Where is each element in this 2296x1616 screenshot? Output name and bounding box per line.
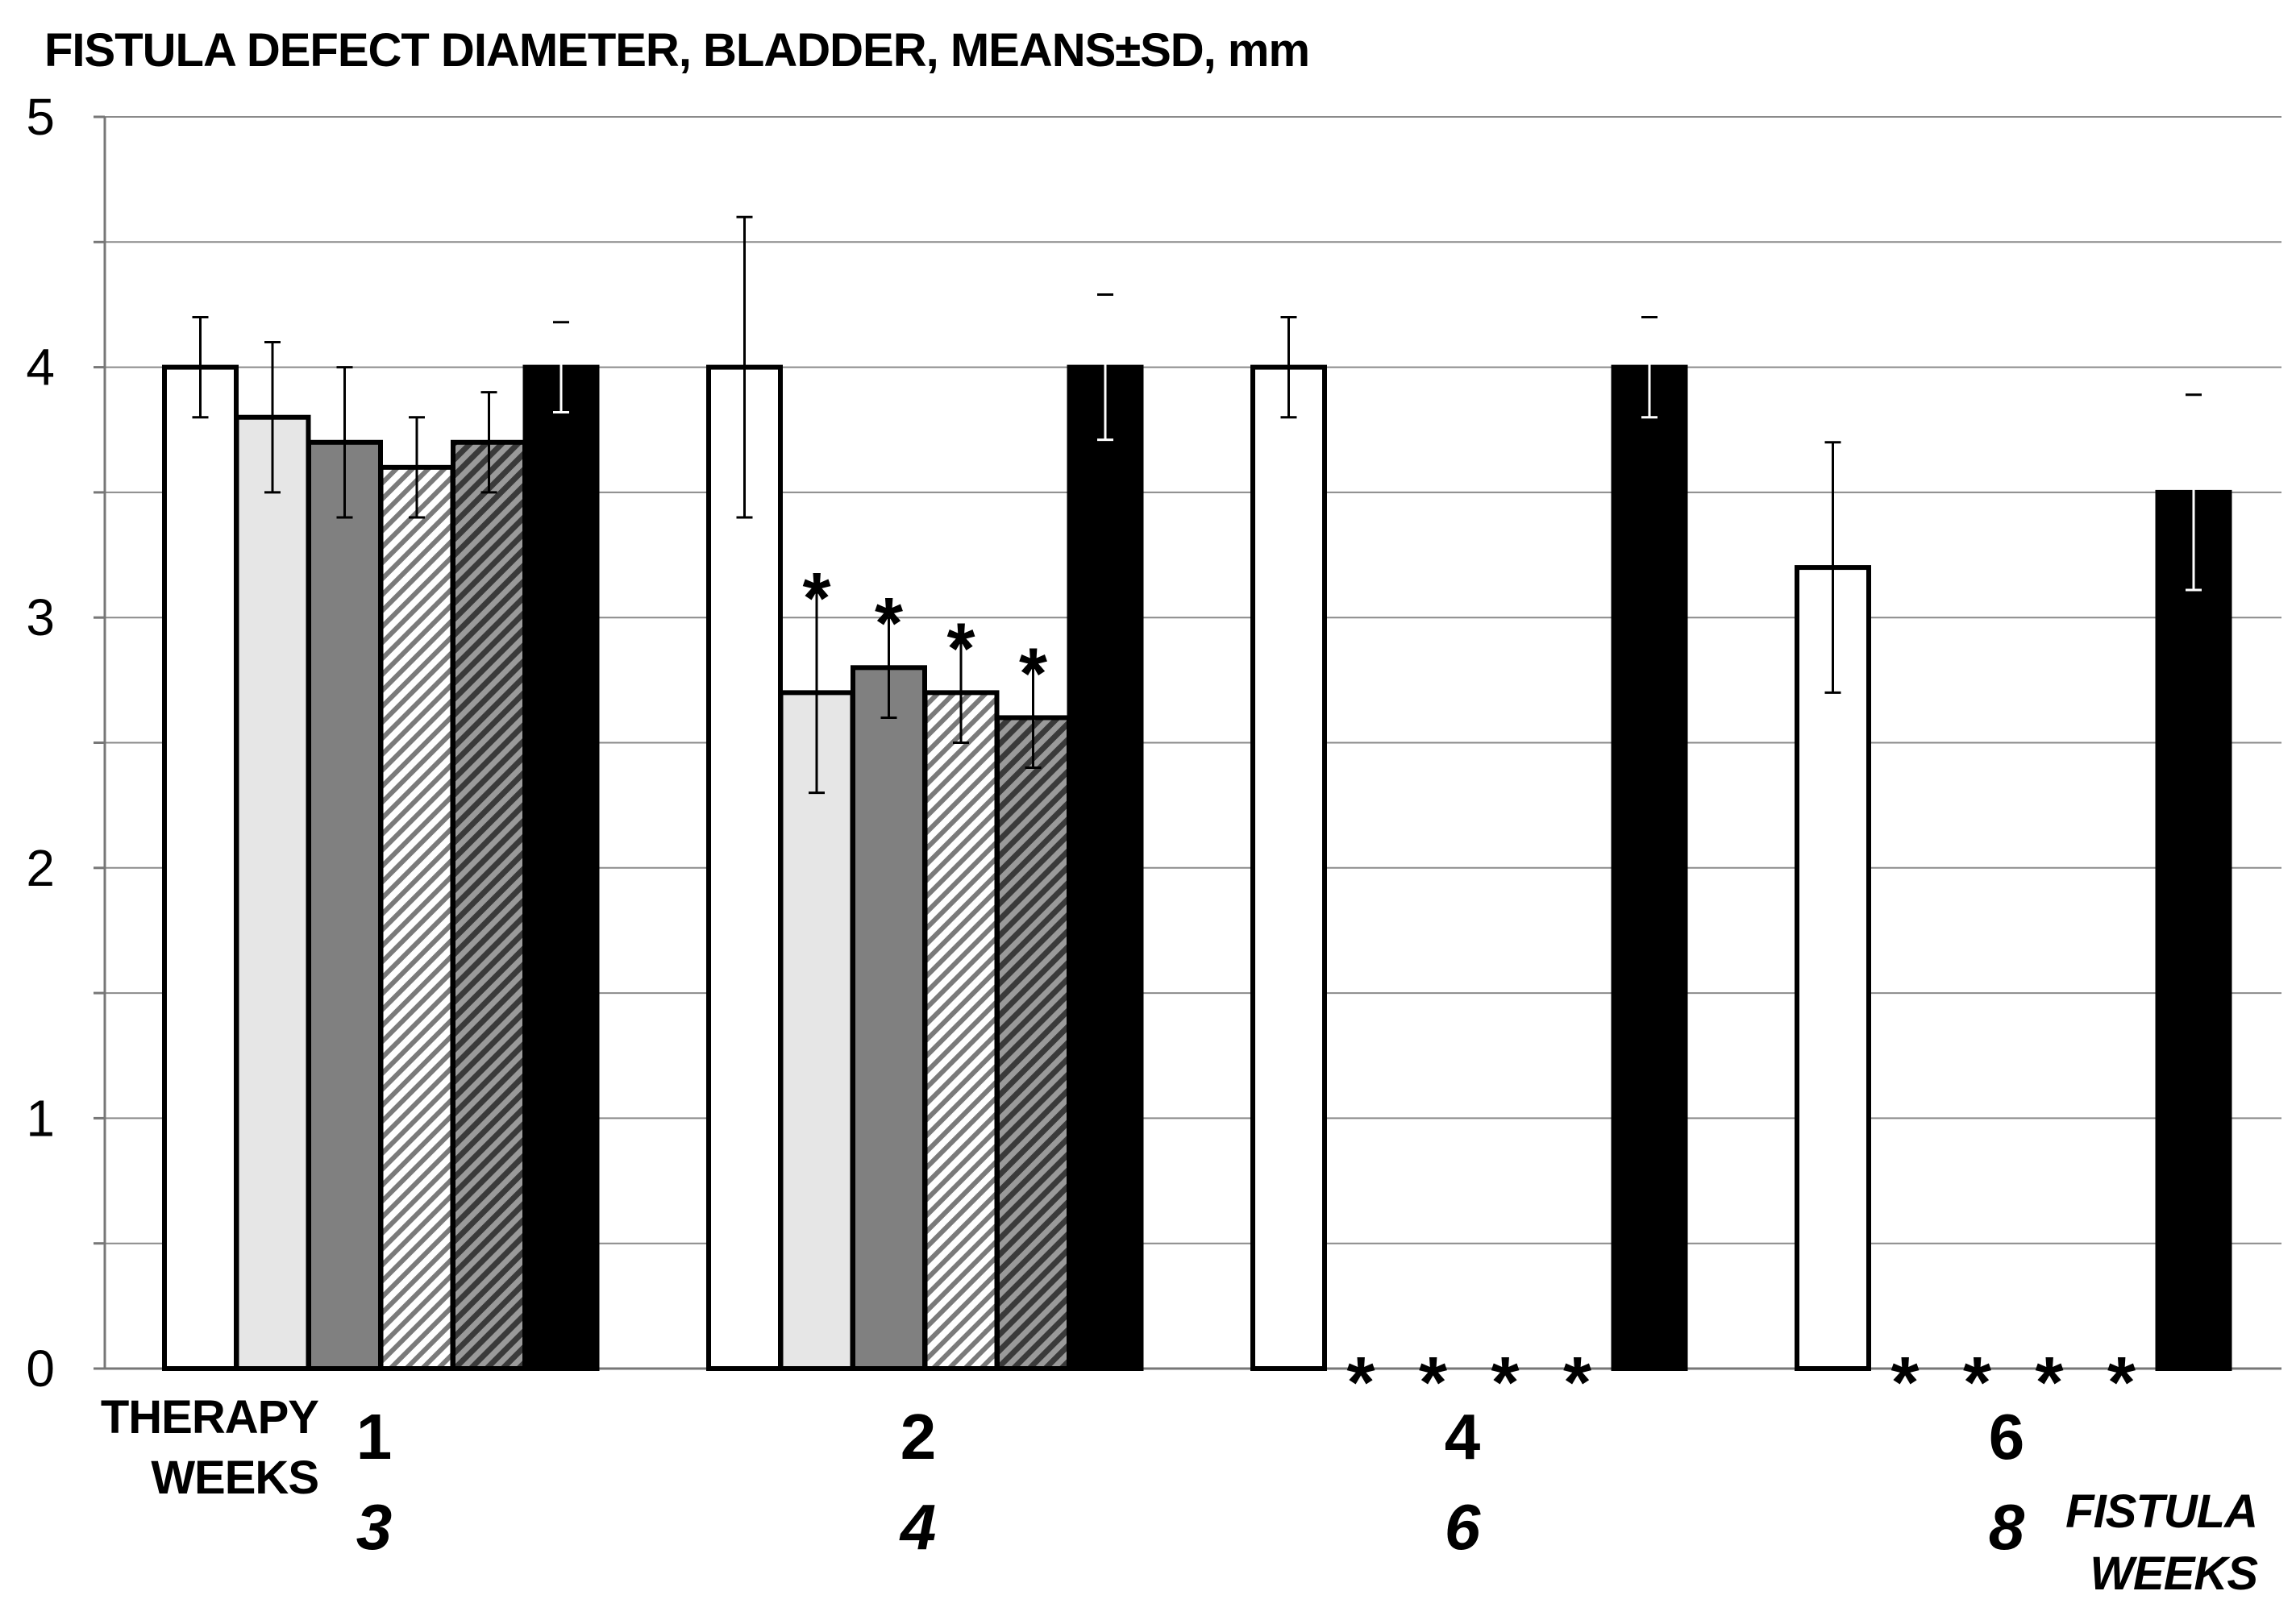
bar	[522, 364, 600, 1372]
bar	[451, 439, 527, 1371]
significance-star: *	[875, 584, 903, 664]
bar	[778, 690, 855, 1371]
therapy-weeks-label: 4	[1445, 1401, 1481, 1473]
significance-star: *	[1963, 1343, 1991, 1423]
bar	[234, 414, 311, 1371]
error-bars	[192, 215, 2202, 795]
fistula-weeks-label: 8	[1989, 1491, 2025, 1563]
bar	[378, 464, 455, 1372]
bar	[706, 364, 783, 1372]
chart-title: FISTULA DEFECT DIAMETER, BLADDER, MEANS±…	[44, 24, 1309, 77]
bar	[851, 665, 927, 1371]
bar	[995, 715, 1071, 1371]
fistula-weeks-label: 3	[356, 1491, 393, 1563]
significance-star: *	[1563, 1343, 1591, 1423]
significance-star: *	[1890, 1343, 1919, 1423]
bar	[1795, 565, 1871, 1371]
therapy-weeks-row-label: THERAPY	[101, 1391, 318, 1444]
y-tick-label: 2	[26, 839, 55, 897]
significance-markers: * * * * * * * * * * * *	[802, 559, 2136, 1423]
y-tick-label: 0	[26, 1340, 55, 1398]
fistula-weeks-row-label: FISTULA	[2065, 1485, 2257, 1538]
bar	[1067, 364, 1144, 1372]
significance-star: *	[2107, 1343, 2136, 1423]
bar	[162, 364, 239, 1372]
bar	[306, 439, 383, 1371]
bar	[2155, 489, 2232, 1371]
significance-star: *	[946, 609, 975, 689]
bar	[922, 690, 1000, 1371]
therapy-weeks-label: 2	[901, 1401, 937, 1473]
significance-star: *	[2035, 1343, 2063, 1423]
bar	[1611, 364, 1688, 1372]
therapy-weeks-label: 1	[356, 1401, 393, 1473]
y-tick-label: 4	[26, 339, 55, 397]
significance-star: *	[1419, 1343, 1447, 1423]
significance-star: *	[1491, 1343, 1519, 1423]
significance-star: *	[1019, 634, 1047, 714]
therapy-weeks-label: 6	[1989, 1401, 2025, 1473]
fistula-weeks-row-label: WEEKS	[2090, 1547, 2258, 1600]
fistula-weeks-label: 4	[899, 1491, 937, 1563]
y-tick-label: 1	[26, 1089, 55, 1147]
y-tick-label: 3	[26, 588, 55, 646]
significance-star: *	[1346, 1343, 1375, 1423]
fistula-weeks-label: 6	[1445, 1491, 1481, 1563]
y-tick-label: 5	[26, 88, 55, 146]
therapy-weeks-row-label: WEEKS	[151, 1452, 318, 1504]
bars	[162, 364, 2232, 1372]
bar	[1250, 364, 1327, 1372]
significance-star: *	[802, 559, 830, 639]
axis-labels: 1 3 2 4 4 6 6 8 THERAPY WEEKS FISTULA WEEKS	[101, 1391, 2259, 1600]
